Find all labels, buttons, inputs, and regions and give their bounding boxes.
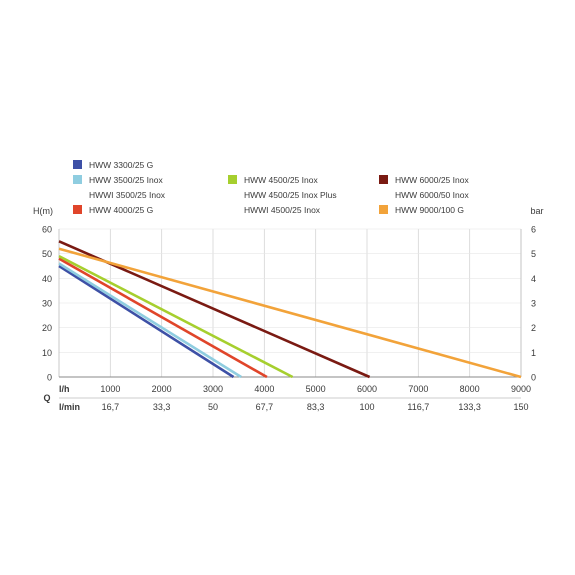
x2-tick-label: 33,3 xyxy=(153,402,171,412)
x-tick-label: 3000 xyxy=(203,384,223,394)
legend-label: HWW 4000/25 G xyxy=(89,205,154,215)
x-row-unit-label: l/h xyxy=(59,384,70,394)
legend-item-hww4500plus: HWW 4500/25 Inox Plus xyxy=(228,190,337,201)
x2-tick-label: 133,3 xyxy=(458,402,481,412)
x2-tick-label: 67,7 xyxy=(256,402,274,412)
grid-lines xyxy=(59,228,522,377)
y-right-tick-label: 1 xyxy=(531,348,536,358)
x2-tick-label: 16,7 xyxy=(102,402,120,412)
legend-item-hww9000: HWW 9000/100 G xyxy=(379,205,464,216)
y-left-tick-label: 20 xyxy=(42,323,52,333)
x-tick-label: 5000 xyxy=(306,384,326,394)
legend-swatch xyxy=(379,175,388,184)
x2-row-unit-label: l/min xyxy=(59,402,80,412)
legend-item-hwwi4500: HWWI 4500/25 Inox xyxy=(228,205,320,216)
legend-swatch xyxy=(73,160,82,169)
legend-label: HWW 4500/25 Inox xyxy=(244,175,318,185)
legend-swatch xyxy=(379,205,388,214)
y-left-tick-label: 40 xyxy=(42,274,52,284)
x2-tick-label: 50 xyxy=(208,402,218,412)
series-line xyxy=(58,254,294,379)
q-axis-label: Q xyxy=(43,393,50,403)
legend-label: HWW 4500/25 Inox Plus xyxy=(244,190,337,200)
x2-tick-label: 83,3 xyxy=(307,402,325,412)
y-left-tick-label: 10 xyxy=(42,348,52,358)
legend-item-hwwi3500: HWWI 3500/25 Inox xyxy=(73,190,165,201)
legend-item-hww3300: HWW 3300/25 G xyxy=(73,160,153,171)
legend-label: HWWI 4500/25 Inox xyxy=(244,205,321,215)
x2-tick-label: 116,7 xyxy=(407,402,429,412)
y-right-axis-label: bar xyxy=(530,206,543,216)
y-left-axis-label: H(m) xyxy=(33,206,53,216)
legend-label: HWW 9000/100 G xyxy=(395,205,464,215)
y-right-tick-label: 3 xyxy=(531,299,536,309)
x-tick-label: 2000 xyxy=(152,384,172,394)
y-right-tick-label: 0 xyxy=(531,373,536,383)
axis-labels: 0 10 20 30 40 50 60 0 1 2 3 4 5 6 H(m) bar l/h l/min Q 1000… xyxy=(33,206,544,412)
legend-item-hww6000-25: HWW 6000/25 Inox xyxy=(379,175,469,186)
legend-label: HWWI 3500/25 Inox xyxy=(89,190,166,200)
legend-swatch xyxy=(73,175,82,184)
x-tick-label: 4000 xyxy=(254,384,274,394)
y-right-tick-label: 6 xyxy=(531,225,536,235)
x2-tick-label: 100 xyxy=(359,402,374,412)
legend-item-hww4000: HWW 4000/25 G xyxy=(73,205,153,216)
legend-item-hww4500: HWW 4500/25 Inox xyxy=(228,175,318,186)
legend-label: HWW 6000/25 Inox xyxy=(395,175,469,185)
legend-swatch xyxy=(228,175,237,184)
y-left-tick-label: 30 xyxy=(42,299,52,309)
series-line xyxy=(58,262,242,379)
legend-label: HWW 3300/25 G xyxy=(89,160,154,170)
x-tick-label: 9000 xyxy=(511,384,531,394)
y-right-tick-label: 5 xyxy=(531,249,536,259)
y-left-tick-label: 50 xyxy=(42,249,52,259)
y-left-tick-label: 60 xyxy=(42,225,52,235)
series-line xyxy=(58,247,522,379)
series-line xyxy=(58,264,235,379)
legend-label: HWW 3500/25 Inox xyxy=(89,175,163,185)
y-right-tick-label: 4 xyxy=(531,274,536,284)
series-line xyxy=(58,257,268,379)
legend-item-hww3500: HWW 3500/25 Inox xyxy=(73,175,163,186)
legend-swatch xyxy=(73,205,82,214)
x2-tick-label: 150 xyxy=(513,402,528,412)
x-tick-label: 1000 xyxy=(100,384,120,394)
legend-label: HWW 6000/50 Inox xyxy=(395,190,469,200)
x-tick-label: 8000 xyxy=(460,384,480,394)
y-left-tick-label: 0 xyxy=(47,373,52,383)
series-lines xyxy=(58,240,522,379)
x-tick-label: 6000 xyxy=(357,384,377,394)
y-right-tick-label: 2 xyxy=(531,323,536,333)
legend-item-hww6000-50: HWW 6000/50 Inox xyxy=(379,190,469,201)
x-tick-label: 7000 xyxy=(408,384,428,394)
